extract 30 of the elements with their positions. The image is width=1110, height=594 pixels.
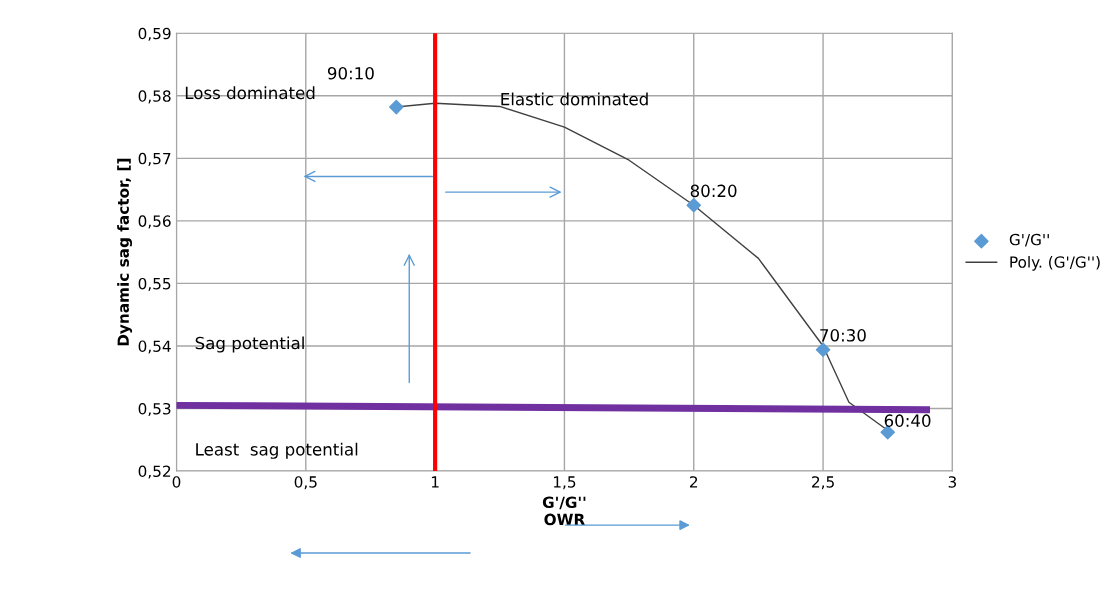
y-tick-label: 0,53 (138, 402, 171, 417)
legend-label: G'/G'' (1009, 233, 1049, 247)
x-tick-label: 2,5 (812, 476, 834, 490)
y-tick-label: 0,58 (138, 90, 171, 104)
annotation: Elastic dominated (501, 92, 648, 106)
point (686, 197, 702, 213)
annotation: 60:40 (884, 414, 931, 427)
y-tick-label: 0,56 (138, 215, 171, 229)
y-tick-label: 0,54 (138, 340, 171, 354)
x-tick-label: 2 (690, 476, 698, 488)
annotation: Loss dominated (185, 86, 315, 100)
y-tick-label: 0,59 (138, 27, 171, 41)
y-tick-label: 0,52 (138, 465, 171, 479)
y-tick-label: 0,55 (138, 277, 171, 291)
x-axis-title: G'/G'' OWR (542, 496, 586, 526)
x-tick-label: 0 (172, 476, 181, 488)
legend-label: Poly. (G'/G'') (1010, 255, 1100, 271)
x-tick-label: 3 (948, 476, 957, 488)
x-tick-label: 1,5 (553, 476, 576, 490)
annotation: Sag potential (195, 336, 304, 353)
annotation: 80:20 (690, 184, 737, 198)
point (815, 342, 831, 357)
x-tick-label: 0,5 (294, 476, 317, 490)
annotation: 90:10 (327, 66, 374, 80)
annotation: Least sag potential (196, 442, 358, 459)
annotation: 70:30 (820, 329, 866, 342)
point (389, 99, 404, 115)
x-tick-label: 1 (431, 476, 439, 488)
y-axis-title: Dynamic sag factor, [] (117, 158, 133, 346)
y-tick-label: 0,57 (138, 152, 171, 166)
